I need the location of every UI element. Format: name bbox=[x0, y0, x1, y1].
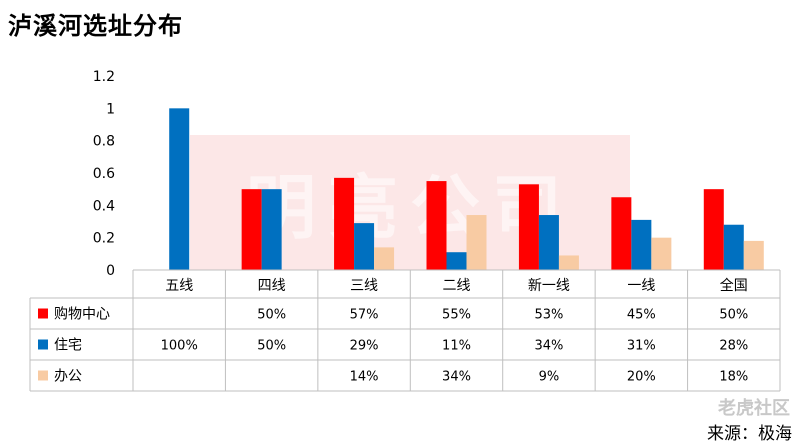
data-label: 9% bbox=[539, 370, 560, 385]
category-label: 四线 bbox=[258, 278, 286, 294]
data-label: 50% bbox=[719, 308, 748, 323]
y-tick-label: 0.2 bbox=[93, 231, 115, 247]
data-label: 20% bbox=[627, 370, 656, 385]
bar-mall bbox=[518, 184, 539, 270]
bar-office bbox=[743, 240, 764, 270]
axis-layer: 0 0.2 0.4 0.6 0.8 1 1.2 bbox=[93, 69, 780, 279]
data-label: 45% bbox=[627, 308, 656, 323]
bar-residential bbox=[261, 189, 282, 270]
bar-office bbox=[466, 215, 487, 270]
bar-mall bbox=[703, 189, 724, 270]
data-label: 31% bbox=[627, 339, 656, 354]
bars-layer bbox=[169, 108, 764, 270]
bar-residential bbox=[169, 108, 190, 270]
data-label: 14% bbox=[350, 370, 379, 385]
data-label: 18% bbox=[719, 370, 748, 385]
data-label: 53% bbox=[534, 308, 563, 323]
y-tick-label: 1 bbox=[106, 101, 115, 117]
category-label: 二线 bbox=[443, 278, 471, 294]
y-tick-label: 0.6 bbox=[93, 166, 115, 182]
legend-swatch bbox=[38, 370, 48, 381]
data-label: 50% bbox=[257, 308, 286, 323]
category-label: 新一线 bbox=[528, 278, 570, 294]
data-label: 57% bbox=[350, 308, 379, 323]
category-label: 三线 bbox=[350, 278, 378, 294]
community-logo: 老虎社区 bbox=[718, 398, 790, 419]
data-label: 100% bbox=[161, 339, 198, 354]
bar-mall bbox=[334, 177, 355, 270]
y-tick-label: 0.4 bbox=[93, 198, 115, 214]
legend-swatch bbox=[38, 308, 48, 319]
data-label: 11% bbox=[442, 339, 471, 354]
data-label: 29% bbox=[350, 339, 379, 354]
chart-title: 泸溪河选址分布 bbox=[8, 12, 183, 40]
bar-mall bbox=[241, 189, 262, 270]
bar-office bbox=[651, 237, 672, 270]
legend-label: 住宅 bbox=[54, 338, 82, 354]
bar-residential bbox=[723, 224, 744, 270]
category-label: 一线 bbox=[627, 278, 655, 294]
y-tick-label: 1.2 bbox=[93, 69, 115, 85]
bar-mall bbox=[611, 197, 632, 270]
y-tick-label: 0 bbox=[106, 263, 115, 279]
category-label: 五线 bbox=[165, 278, 193, 294]
data-label: 55% bbox=[442, 308, 471, 323]
source-note: 来源：极海 bbox=[707, 424, 792, 444]
bar-office bbox=[374, 247, 395, 270]
y-tick-label: 0.8 bbox=[93, 134, 115, 150]
bar-residential bbox=[538, 215, 559, 270]
legend-label: 办公 bbox=[54, 369, 82, 385]
data-label: 50% bbox=[257, 339, 286, 354]
legend-swatch bbox=[38, 339, 48, 350]
data-label: 34% bbox=[534, 339, 563, 354]
data-label: 28% bbox=[719, 339, 748, 354]
legend-label: 购物中心 bbox=[54, 307, 110, 323]
bar-mall bbox=[426, 181, 447, 270]
bar-residential bbox=[354, 223, 375, 270]
bar-office bbox=[558, 255, 579, 270]
bar-residential bbox=[631, 219, 652, 270]
category-label: 全国 bbox=[720, 277, 748, 294]
bar-residential bbox=[446, 252, 467, 270]
data-label: 34% bbox=[442, 370, 471, 385]
